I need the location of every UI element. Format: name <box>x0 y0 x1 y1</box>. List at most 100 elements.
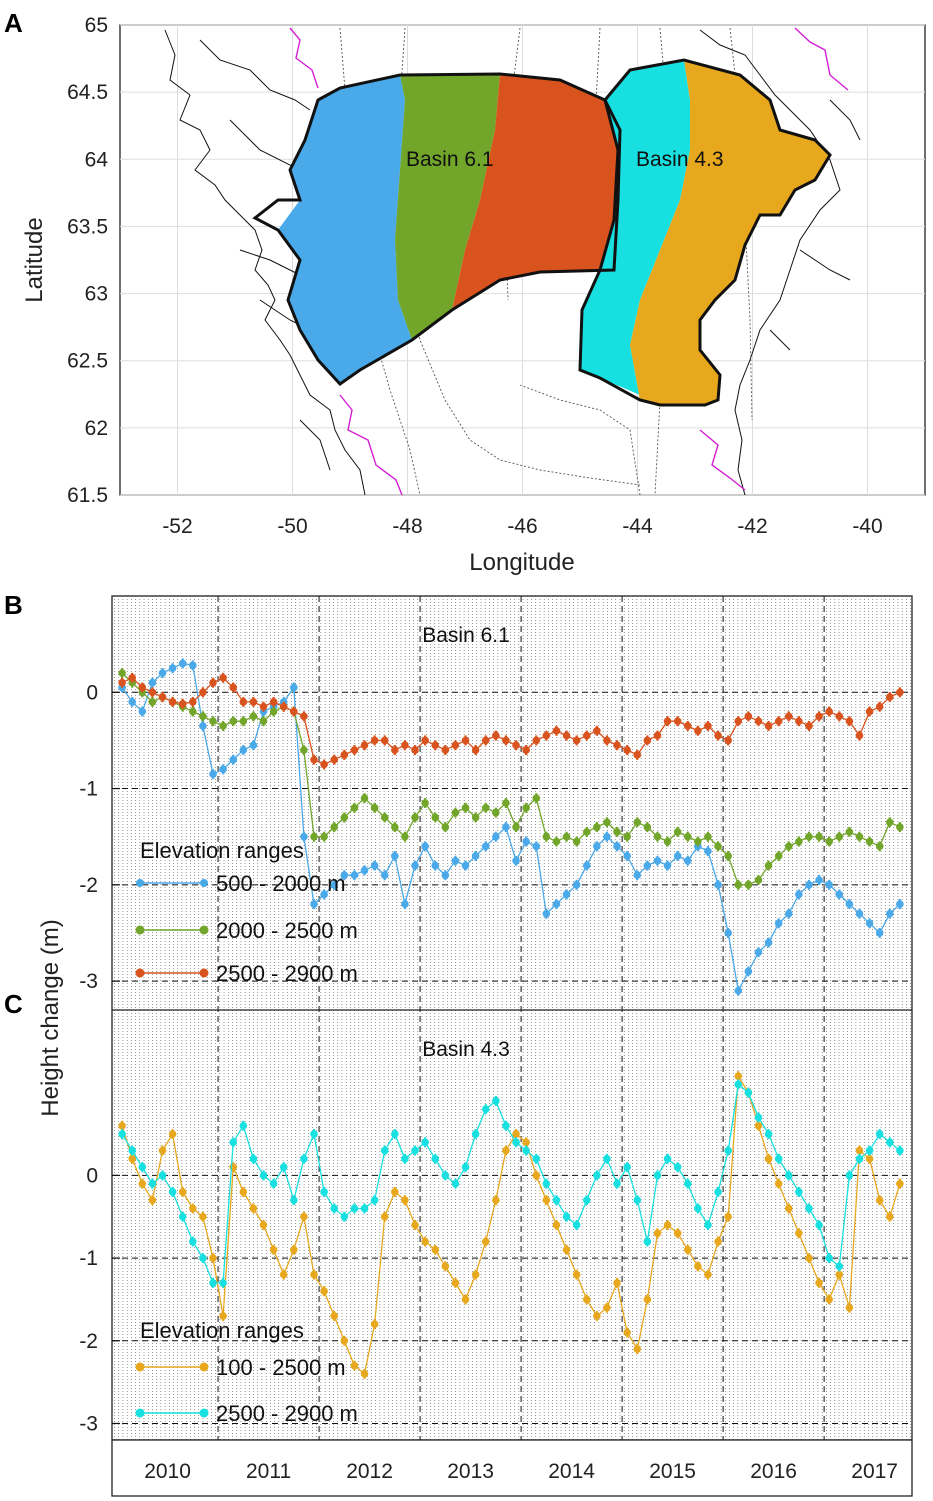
basin61-point <box>350 871 359 880</box>
basin43-title: Basin 4.3 <box>422 1038 510 1061</box>
basin61-point <box>734 717 743 725</box>
legend-marker-100-2500-a <box>135 1362 145 1372</box>
basin61-point <box>391 823 399 831</box>
basin61-point <box>370 804 379 812</box>
basin61-point <box>522 746 530 754</box>
basin43-point <box>522 1146 530 1155</box>
basin43-point <box>370 1320 379 1329</box>
basin61-point <box>391 746 399 754</box>
basin61-point <box>502 799 510 807</box>
basin61-point <box>199 722 207 730</box>
basin61-point <box>663 717 672 725</box>
basin61-point <box>411 861 419 870</box>
legend-marker-100-2500-b <box>199 1362 209 1372</box>
basin43-point <box>178 1188 187 1196</box>
basin61-point <box>764 861 773 870</box>
basin61-ytick-1: -2 <box>79 874 98 897</box>
legend-marker-2500-2900-b-a <box>135 968 145 978</box>
basin61-point <box>532 736 541 745</box>
basin61-point <box>744 712 753 721</box>
basin43-point <box>118 1121 126 1130</box>
map-content: Basin 6.1 Basin 4.3 <box>164 27 861 495</box>
map-xtick-1: -50 <box>277 515 307 538</box>
basin61-point <box>451 808 460 817</box>
basin43-point <box>360 1370 369 1378</box>
basin61-point <box>865 919 874 928</box>
basin61-point <box>582 828 591 836</box>
basin61-point <box>683 832 692 841</box>
basin61-point <box>411 746 419 754</box>
basin61-point <box>310 832 318 841</box>
basin43-point <box>865 1155 874 1163</box>
basin43-point <box>421 1138 429 1147</box>
basin61-point <box>461 804 470 812</box>
basin61-point <box>209 678 217 687</box>
basin43-point <box>481 1105 490 1114</box>
basin61-point <box>310 900 318 908</box>
basin43-legend-title: Elevation ranges <box>140 1318 304 1343</box>
basin61-point <box>168 698 177 706</box>
basin61-point <box>512 856 520 865</box>
basin61-point <box>431 861 440 870</box>
basin61-y-ticks: -3 -2 -1 0 <box>79 681 120 993</box>
basin43-point <box>542 1179 551 1188</box>
basin43-point <box>502 1121 510 1130</box>
basin61-point <box>481 804 490 812</box>
basin43-point <box>380 1146 389 1155</box>
basin43-point <box>209 1254 217 1262</box>
basin43-point <box>279 1163 288 1171</box>
legend-marker-2500-2900-c-b <box>199 1408 209 1418</box>
basin61-point <box>835 832 844 841</box>
basin43-series-line-1 <box>121 1083 901 1284</box>
basin61-point <box>492 832 500 841</box>
basin43-point <box>471 1130 480 1138</box>
basin61-point <box>401 900 409 908</box>
basin61-point <box>704 722 712 730</box>
basin43-point <box>401 1155 409 1163</box>
basin43-point <box>552 1221 561 1229</box>
basin43-point <box>593 1171 601 1180</box>
basin61-point <box>542 832 551 841</box>
basin43-point <box>896 1146 904 1155</box>
basin61-point <box>552 726 561 735</box>
basin61-point <box>380 813 389 822</box>
basin43-point <box>461 1295 470 1304</box>
basin43-ytick-1: -2 <box>79 1330 98 1353</box>
basin61-point <box>360 866 369 875</box>
basin61-point <box>754 717 763 725</box>
basin43-point <box>582 1295 591 1304</box>
basin61-point <box>239 746 248 754</box>
legend-marker-2000-2500-a <box>135 925 145 935</box>
basin43-point <box>835 1262 844 1271</box>
basin61-point <box>330 881 339 889</box>
basin61-point <box>714 731 722 740</box>
basin43-point <box>229 1163 238 1171</box>
basin61-point <box>875 702 884 711</box>
basin61-point <box>471 746 480 754</box>
legend-label-2000-2500: 2000 - 2500 m <box>216 918 358 943</box>
basin61-point <box>219 674 227 682</box>
basin61-ytick-0: -3 <box>79 970 98 993</box>
basin61-point <box>259 702 268 711</box>
basin43-point <box>310 1130 318 1138</box>
basin43-point <box>724 1146 732 1155</box>
map-ytick-1: 62 <box>85 417 108 440</box>
basin43-map-label: Basin 4.3 <box>636 148 724 171</box>
basin61-point <box>522 837 530 846</box>
basin61-point <box>582 861 591 870</box>
basin43-point <box>320 1287 328 1295</box>
basin43-point <box>714 1188 722 1196</box>
basin43-point <box>663 1221 672 1229</box>
basin43-point <box>683 1246 692 1254</box>
basin61-point <box>623 852 631 860</box>
basin61-point <box>138 683 147 692</box>
basin43-point <box>128 1155 137 1163</box>
basin61-point <box>683 722 692 730</box>
basin43-point <box>300 1155 308 1163</box>
basin61-point <box>421 736 429 745</box>
basin61-point <box>168 664 177 673</box>
map-xlabel: Longitude <box>469 549 574 576</box>
map-ytick-6: 64.5 <box>67 81 108 104</box>
basin43-point <box>209 1279 217 1287</box>
basin61-point <box>370 861 379 870</box>
